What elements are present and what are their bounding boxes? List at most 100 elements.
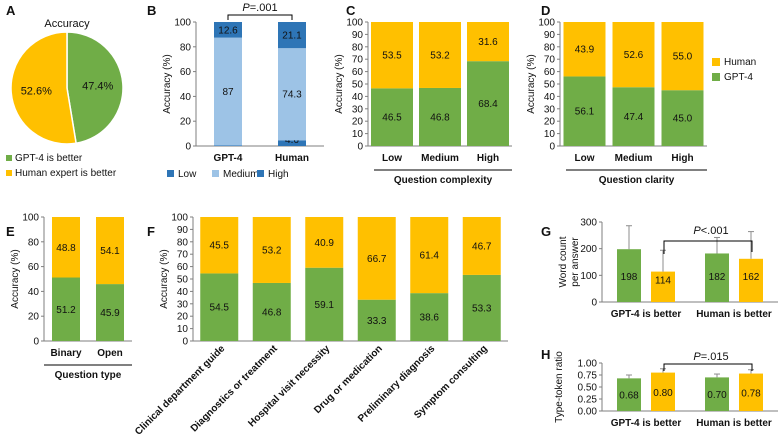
bar-human [612,22,655,88]
y-tick-label: 90 [177,225,189,236]
p-italic: P [693,351,701,363]
p-rest: =.001 [250,2,278,14]
data-label: 182 [709,272,726,283]
y-tick-label: 20 [28,312,40,323]
data-label: 40.9 [315,238,335,249]
bar-gpt-4 [462,274,501,341]
x-axis-label: Question complexity [394,175,493,186]
x-axis-label: Question type [55,370,122,381]
data-label: 12.6 [218,25,238,36]
y-tick-label: 40 [352,92,364,103]
p-value-label: P=.001 [242,2,277,14]
data-label: 51.2 [56,305,76,316]
panel-label-c: C [346,3,356,18]
x-tick-label: GPT-4 [214,153,243,164]
data-label: 46.5 [382,113,402,124]
bar-gpt-4 [52,277,80,341]
bar-human [52,217,80,278]
y-tick-label: 0 [591,298,597,309]
data-label: 0.68 [619,391,639,402]
panel-label-f: F [147,224,155,239]
bar-medium [214,37,242,146]
y-tick-label: 80 [544,42,556,53]
legend-label: Human expert is better [15,168,117,179]
x-tick-label: Medium [421,153,459,164]
bar-gpt-4 [200,273,239,341]
bar-gpt-4 [617,378,641,411]
data-label: 61.4 [420,251,440,262]
bar-human [96,217,124,285]
data-label: 21.1 [282,31,302,42]
pie-value-label: 47.4% [82,80,113,92]
x-tick-label: High [671,153,693,164]
y-tick-label: 60 [352,67,364,78]
y-tick-label: 0.25 [578,395,598,406]
legend-swatch [6,155,12,161]
bar-gpt-4 [96,284,124,341]
y-tick-label: 80 [352,42,364,53]
bar-human [462,217,501,275]
bar-human [357,217,396,300]
pie-value-label: 52.6% [21,86,52,98]
data-label: 4.6 [285,135,299,146]
legend-label: Medium [223,169,259,180]
y-axis-label: Accuracy (%) [10,249,21,308]
x-tick-label: High [477,153,499,164]
legend-label: Low [178,169,197,180]
panel-h: 0.000.250.500.751.00 Type-token ratio 0.68… [554,351,778,429]
legend-swatch [6,170,12,176]
bar-gpt-4 [617,249,641,302]
data-label: 114 [655,276,671,287]
x-tick-label: GPT-4 is better [611,309,682,320]
y-tick-label: 20 [352,117,364,128]
y-tick-label: 0 [185,142,191,153]
y-tick-label: 70 [177,250,189,261]
data-label: 46.8 [262,307,282,318]
x-tick-label: Human [275,153,309,164]
panel-label-d: D [541,3,550,18]
bar-human [651,271,675,302]
bar-human [252,217,291,283]
bar-human [467,22,509,62]
bar-human [200,217,239,274]
p-rest: <.001 [701,225,729,237]
y-tick-label: 10 [544,129,556,140]
bar-low [278,140,306,146]
bar-gpt-4 [705,377,729,411]
bar-human [651,372,675,411]
y-tick-label: 40 [180,92,192,103]
y-tick-label: 50 [177,275,189,286]
significance-bracket [663,363,753,371]
data-label: 53.3 [472,303,492,314]
p-value-label: P=.015 [693,351,728,363]
pie-title: Accuracy [44,18,90,30]
bar-high [214,22,242,38]
y-tick-label: 300 [580,218,597,229]
legend-label: Human [724,57,756,68]
data-label: 43.9 [575,45,595,56]
p-rest: =.015 [701,351,729,363]
y-axis-label: Accuracy (%) [526,54,537,113]
bar-gpt-4 [410,293,449,341]
y-tick-label: 30 [544,104,556,115]
y-tick-label: 80 [177,237,189,248]
x-tick-label: Human is better [696,418,772,429]
y-axis-label: Accuracy (%) [162,54,173,113]
data-label: 46.8 [430,112,450,123]
x-tick-label: GPT-4 is better [611,418,682,429]
y-tick-label: 100 [174,18,191,29]
y-tick-label: 50 [352,80,364,91]
y-tick-label: 0 [357,142,363,153]
panel-label-h: H [541,347,550,362]
significance-bracket [227,14,293,20]
legend-swatch [257,170,264,177]
y-tick-label: 60 [177,262,189,273]
panel-label-g: G [541,224,551,239]
data-label: 54.1 [100,246,120,257]
y-tick-label: 100 [22,213,39,224]
bar-gpt-4 [467,61,509,146]
y-tick-label: 30 [177,299,189,310]
y-tick-label: 100 [580,271,597,282]
legend: Low Medium High [167,169,289,180]
